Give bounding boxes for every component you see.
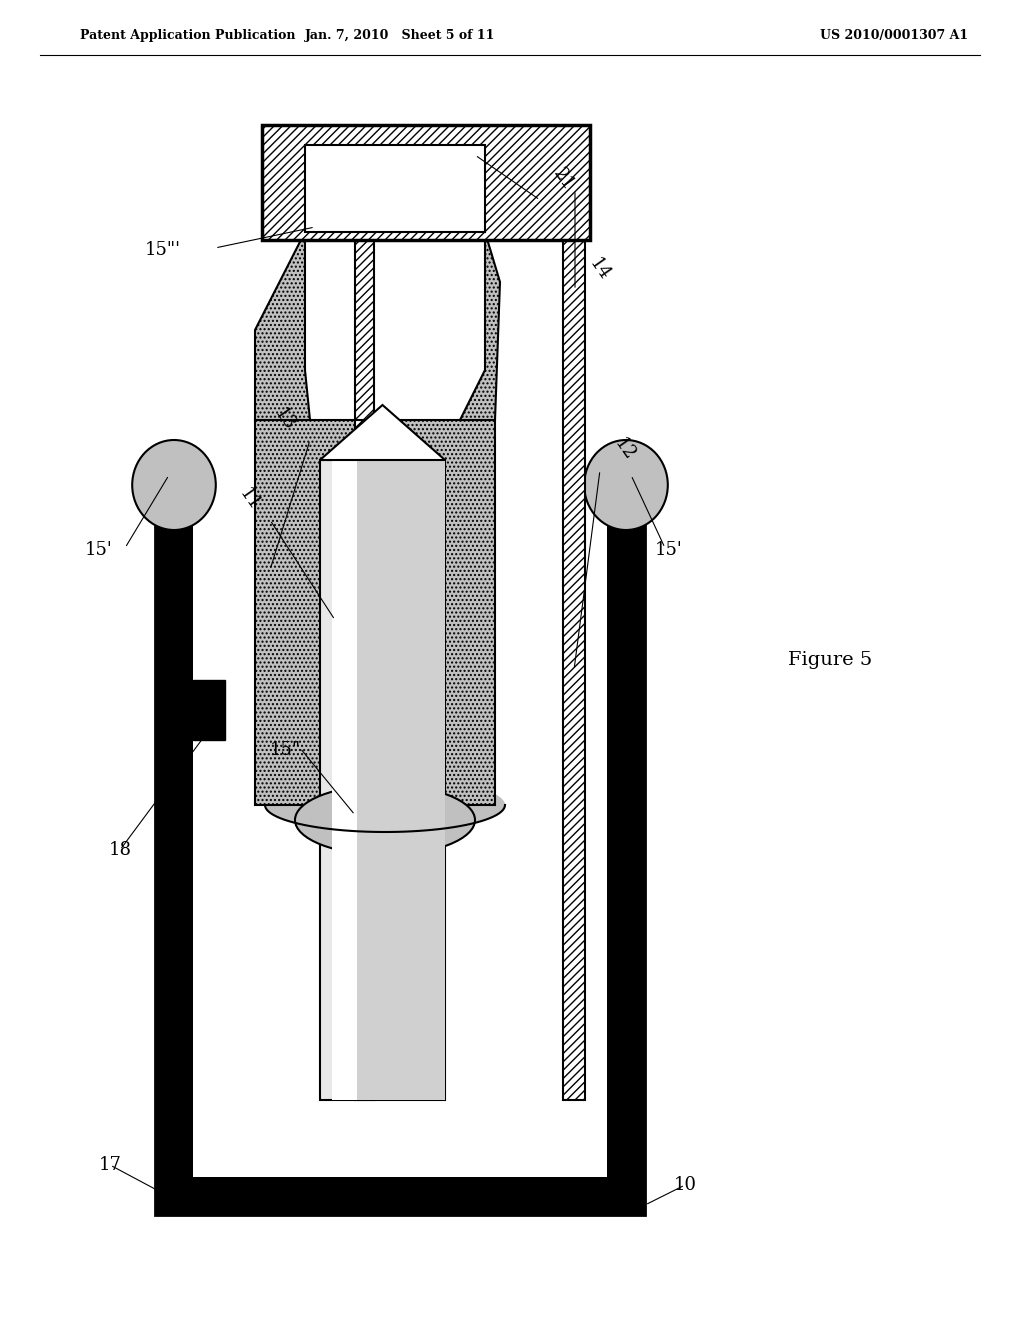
Bar: [262, 125, 590, 240]
Text: Patent Application Publication: Patent Application Publication: [80, 29, 296, 41]
Text: 15"': 15"': [145, 242, 181, 259]
Polygon shape: [255, 232, 310, 420]
Text: 15": 15": [270, 741, 301, 759]
Text: 15': 15': [85, 541, 113, 558]
Bar: [255, 420, 495, 805]
Ellipse shape: [265, 777, 505, 833]
Text: 18: 18: [109, 841, 131, 859]
Bar: [193, 680, 225, 741]
Bar: [355, 235, 374, 1100]
Polygon shape: [319, 405, 445, 459]
Text: 17: 17: [98, 1156, 122, 1173]
Ellipse shape: [132, 440, 216, 531]
Text: Figure 5: Figure 5: [787, 651, 872, 669]
Bar: [193, 440, 607, 480]
Text: US 2010/0001307 A1: US 2010/0001307 A1: [820, 29, 968, 41]
Text: 15': 15': [655, 541, 683, 558]
Bar: [319, 459, 445, 1100]
Polygon shape: [460, 232, 500, 420]
Bar: [193, 480, 607, 1177]
Ellipse shape: [295, 785, 475, 855]
Text: Jan. 7, 2010   Sheet 5 of 11: Jan. 7, 2010 Sheet 5 of 11: [305, 29, 496, 41]
Ellipse shape: [585, 440, 668, 531]
Bar: [305, 145, 485, 232]
Text: 21: 21: [550, 165, 578, 194]
Bar: [255, 420, 495, 805]
Text: 12: 12: [610, 436, 638, 465]
Bar: [155, 480, 645, 1214]
Bar: [563, 235, 585, 1100]
Text: 14: 14: [585, 256, 613, 285]
Text: 13: 13: [270, 405, 298, 434]
Bar: [255, 420, 495, 805]
Text: 10: 10: [674, 1176, 696, 1195]
Bar: [332, 459, 357, 1100]
Bar: [357, 459, 445, 1100]
Text: 11: 11: [234, 486, 263, 515]
